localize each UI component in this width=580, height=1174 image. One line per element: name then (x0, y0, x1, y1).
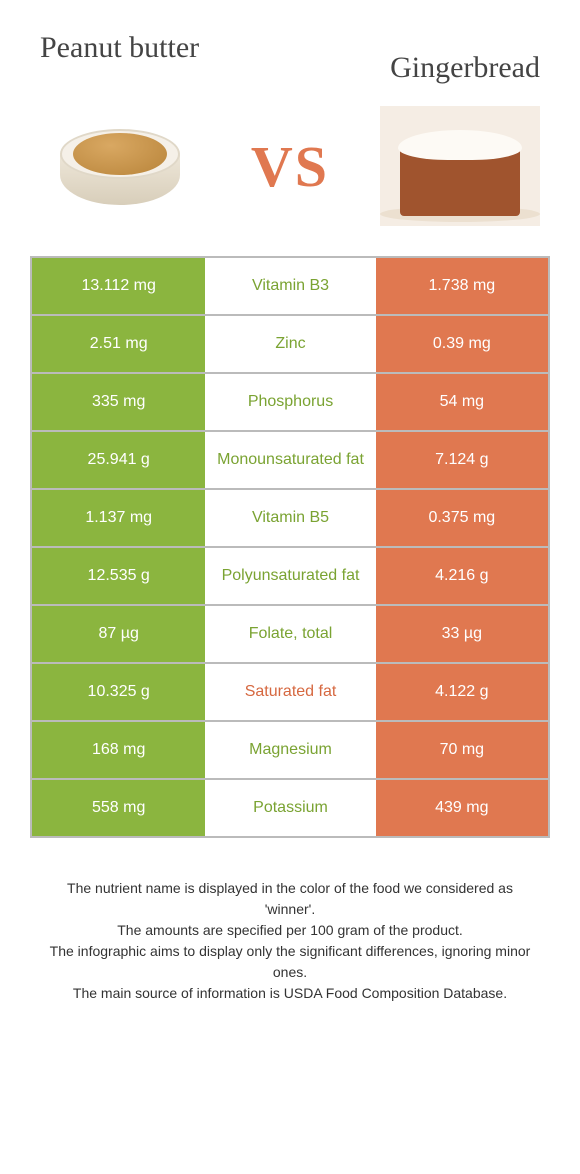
value-left: 558 mg (32, 780, 205, 836)
footnotes: The nutrient name is displayed in the co… (40, 878, 540, 1004)
table-row: 2.51 mgZinc0.39 mg (32, 316, 548, 374)
footnote-line: The nutrient name is displayed in the co… (40, 878, 540, 920)
value-right: 54 mg (376, 374, 548, 430)
value-right: 7.124 g (376, 432, 548, 488)
peanut-butter-icon (55, 121, 185, 211)
value-right: 439 mg (376, 780, 548, 836)
images-row: VS (0, 96, 580, 256)
value-left: 13.112 mg (32, 258, 205, 314)
nutrient-label: Phosphorus (205, 374, 375, 430)
value-left: 10.325 g (32, 664, 205, 720)
value-left: 335 mg (32, 374, 205, 430)
value-right: 0.375 mg (376, 490, 548, 546)
value-left: 1.137 mg (32, 490, 205, 546)
value-left: 168 mg (32, 722, 205, 778)
food-image-right (380, 106, 540, 226)
table-row: 87 µgFolate, total33 µg (32, 606, 548, 664)
footnote-line: The amounts are specified per 100 gram o… (40, 920, 540, 941)
header: Peanut butter Gingerbread (0, 0, 580, 96)
table-row: 12.535 gPolyunsaturated fat4.216 g (32, 548, 548, 606)
value-left: 25.941 g (32, 432, 205, 488)
table-row: 10.325 gSaturated fat4.122 g (32, 664, 548, 722)
table-row: 25.941 gMonounsaturated fat7.124 g (32, 432, 548, 490)
nutrient-label: Potassium (205, 780, 375, 836)
table-row: 1.137 mgVitamin B50.375 mg (32, 490, 548, 548)
comparison-table: 13.112 mgVitamin B31.738 mg2.51 mgZinc0.… (30, 256, 550, 838)
nutrient-label: Folate, total (205, 606, 375, 662)
table-row: 13.112 mgVitamin B31.738 mg (32, 258, 548, 316)
table-row: 168 mgMagnesium70 mg (32, 722, 548, 780)
value-right: 4.122 g (376, 664, 548, 720)
footnote-line: The main source of information is USDA F… (40, 983, 540, 1004)
value-left: 12.535 g (32, 548, 205, 604)
food-title-left: Peanut butter (40, 30, 240, 66)
value-right: 4.216 g (376, 548, 548, 604)
nutrient-label: Monounsaturated fat (205, 432, 375, 488)
nutrient-label: Zinc (205, 316, 375, 372)
value-right: 1.738 mg (376, 258, 548, 314)
table-row: 335 mgPhosphorus54 mg (32, 374, 548, 432)
vs-label: VS (251, 133, 329, 200)
footnote-line: The infographic aims to display only the… (40, 941, 540, 983)
value-right: 0.39 mg (376, 316, 548, 372)
table-row: 558 mgPotassium439 mg (32, 780, 548, 838)
nutrient-label: Vitamin B5 (205, 490, 375, 546)
nutrient-label: Polyunsaturated fat (205, 548, 375, 604)
value-right: 33 µg (376, 606, 548, 662)
food-image-left (40, 106, 200, 226)
nutrient-label: Magnesium (205, 722, 375, 778)
value-right: 70 mg (376, 722, 548, 778)
gingerbread-icon (380, 106, 540, 226)
value-left: 87 µg (32, 606, 205, 662)
value-left: 2.51 mg (32, 316, 205, 372)
nutrient-label: Vitamin B3 (205, 258, 375, 314)
nutrient-label: Saturated fat (205, 664, 375, 720)
food-title-right: Gingerbread (320, 30, 540, 86)
